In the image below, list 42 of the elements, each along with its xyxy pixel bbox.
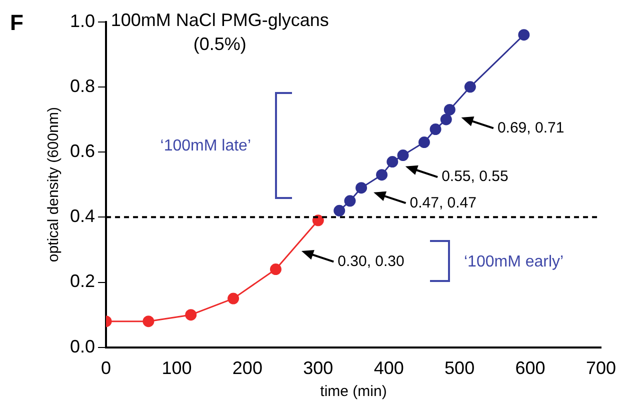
- x-tick-label: 100: [162, 358, 192, 378]
- x-tick-label: 300: [303, 358, 334, 378]
- text: (0.5%): [193, 34, 246, 54]
- point: [440, 114, 452, 126]
- point: [430, 124, 442, 135]
- annotation: 0.55, 0.55: [442, 168, 508, 186]
- point: [386, 156, 398, 168]
- point: [418, 136, 430, 148]
- x-tick-label: 0: [101, 358, 112, 378]
- point: [444, 104, 456, 116]
- y-tick-label: 0.6: [70, 141, 96, 162]
- point: [228, 292, 240, 304]
- annotation: ‘100mM late’: [160, 137, 251, 154]
- y-axis-title: optical density (600nm): [45, 107, 62, 262]
- x-tick-label: 700: [586, 358, 616, 378]
- y-tick-label: 1.0: [70, 10, 96, 31]
- annotation: ‘100mM early’: [464, 253, 564, 270]
- point: [185, 309, 197, 321]
- x-axis-title: time (min): [320, 383, 387, 400]
- y-tick-label: 0.0: [70, 336, 96, 356]
- x-tick-label: 200: [232, 358, 262, 378]
- text: F: [10, 10, 24, 36]
- point: [397, 150, 409, 162]
- annotation: 0.30, 0.30: [338, 252, 404, 270]
- point: [334, 204, 346, 216]
- point: [344, 195, 356, 207]
- x-tick-label: 500: [444, 358, 475, 378]
- annotation: 0.47, 0.47: [410, 194, 476, 212]
- point: [464, 81, 476, 93]
- point: [356, 182, 368, 194]
- annotation: 0.69, 0.71: [497, 119, 564, 136]
- x-tick-label: 400: [374, 358, 404, 378]
- y-tick-label: 0.4: [70, 206, 96, 226]
- point: [312, 214, 324, 226]
- chart-title: 100mM NaCl PMG-glycans: [110, 10, 329, 30]
- y-tick-label: 0.8: [70, 76, 96, 96]
- point: [518, 29, 530, 41]
- y-tick-label: 0.2: [70, 271, 96, 292]
- x-tick-label: 600: [515, 358, 546, 378]
- point: [142, 316, 154, 328]
- point: [270, 264, 282, 276]
- point: [376, 169, 388, 181]
